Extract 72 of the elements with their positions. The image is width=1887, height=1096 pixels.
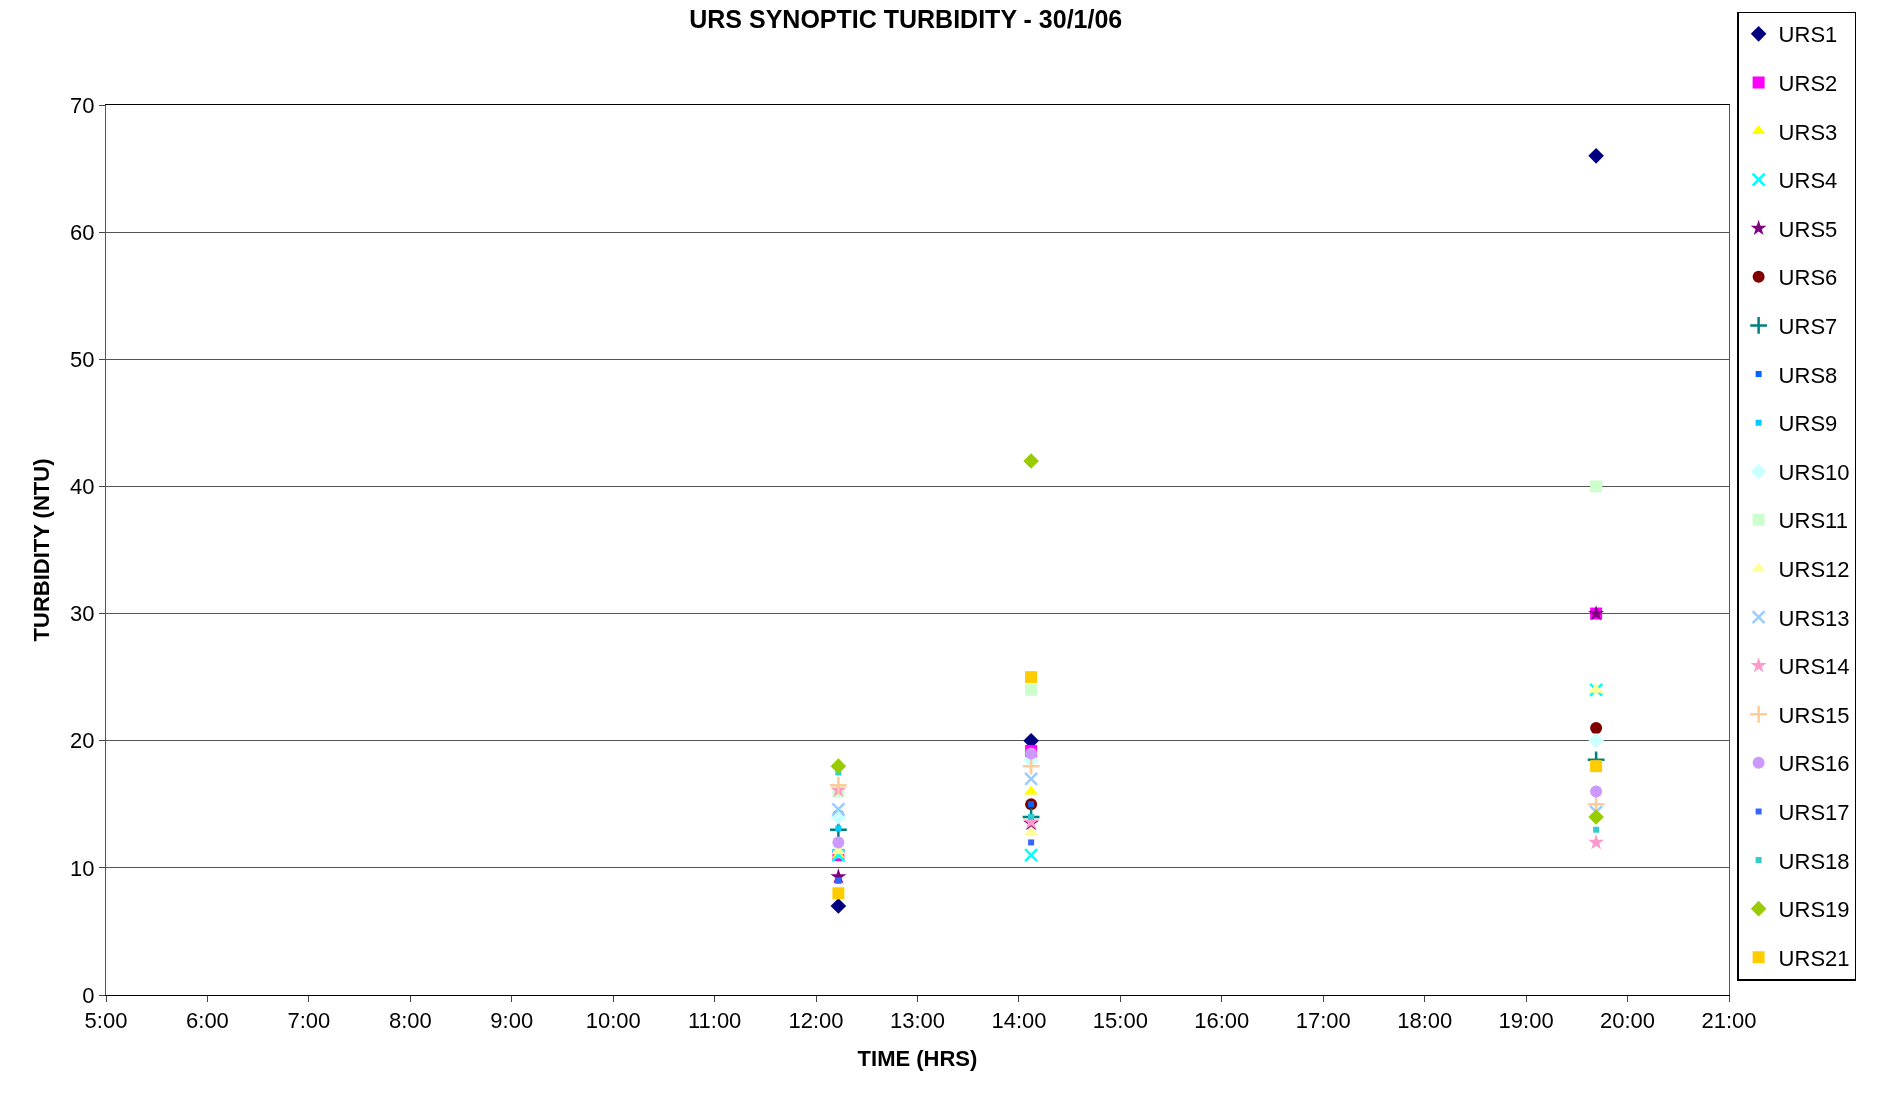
y-tick-label: 0 — [82, 982, 95, 1008]
x-tick-label: 6:00 — [186, 1008, 229, 1034]
legend-label: URS4 — [1778, 168, 1838, 194]
legend-label: URS12 — [1778, 557, 1850, 583]
y-tick-label: 30 — [70, 601, 95, 627]
chart-title: URS SYNOPTIC TURBIDITY - 30/1/06 — [689, 5, 1123, 34]
legend-label: URS14 — [1778, 654, 1850, 680]
point — [830, 758, 847, 774]
point — [830, 898, 847, 914]
x-tick-label: 14:00 — [991, 1008, 1047, 1034]
legend-label: URS5 — [1778, 216, 1838, 242]
point — [1588, 682, 1604, 698]
x-tick-label: 19:00 — [1498, 1008, 1554, 1034]
x-tick-label: 9:00 — [490, 1008, 534, 1034]
point — [1590, 760, 1603, 773]
legend-label: URS3 — [1778, 119, 1838, 145]
x-tick-label: 21:00 — [1701, 1008, 1757, 1034]
legend-label: URS10 — [1778, 459, 1850, 485]
y-tick-label: 50 — [70, 346, 95, 372]
legend-label: URS19 — [1778, 897, 1850, 923]
x-tick-label: 10:00 — [585, 1008, 641, 1034]
legend-label: URS7 — [1778, 314, 1838, 340]
x-axis-title: TIME (HRS) — [857, 1046, 978, 1072]
point — [832, 887, 845, 900]
x-tick-label: 17:00 — [1295, 1008, 1351, 1034]
y-tick-label: 10 — [70, 855, 95, 881]
point — [828, 775, 849, 795]
legend-label: URS2 — [1778, 71, 1838, 97]
point — [1588, 834, 1605, 850]
x-tick-label: 7:00 — [287, 1008, 331, 1034]
legend-label: URS8 — [1778, 362, 1838, 388]
legend-label: URS6 — [1778, 265, 1838, 291]
y-axis-title: TURBIDITY (NTU) — [28, 458, 54, 642]
point — [1023, 453, 1039, 469]
point — [1588, 732, 1604, 749]
x-tick-label: 16:00 — [1194, 1008, 1250, 1034]
point — [1590, 785, 1603, 798]
x-tick-label: 8:00 — [388, 1008, 432, 1034]
legend-label: URS21 — [1778, 945, 1850, 971]
point — [1023, 847, 1039, 863]
point — [1025, 683, 1038, 696]
x-tick-label: 13:00 — [889, 1008, 946, 1034]
legend-label: URS9 — [1778, 411, 1838, 437]
point — [1028, 839, 1035, 846]
x-tick-label: 20:00 — [1600, 1008, 1656, 1034]
y-tick-label: 40 — [70, 474, 95, 500]
point — [1588, 148, 1604, 164]
x-tick-label: 5:00 — [84, 1008, 128, 1034]
legend-label: URS16 — [1778, 751, 1850, 777]
legend-label: URS17 — [1778, 800, 1850, 826]
point — [1590, 722, 1603, 734]
point — [1593, 826, 1600, 833]
point — [1588, 809, 1604, 825]
x-tick-label: 11:00 — [687, 1008, 742, 1034]
x-tick-label: 15:00 — [1092, 1008, 1148, 1034]
legend-label: URS11 — [1778, 508, 1848, 534]
y-tick-label: 60 — [70, 219, 95, 245]
y-tick-label: 70 — [70, 92, 95, 118]
point — [1590, 480, 1603, 493]
point — [1021, 756, 1041, 776]
legend-label: URS15 — [1778, 702, 1850, 728]
point — [835, 825, 842, 832]
legend-label: URS13 — [1778, 605, 1850, 631]
legend-label: URS1 — [1778, 22, 1838, 48]
legend-label: URS18 — [1778, 848, 1850, 874]
x-tick-label: 12:00 — [788, 1008, 844, 1034]
point — [1025, 671, 1038, 684]
point — [831, 802, 846, 817]
x-tick-label: 18:00 — [1397, 1008, 1453, 1034]
point — [1023, 771, 1039, 787]
y-tick-label: 20 — [70, 728, 95, 754]
point — [832, 836, 845, 849]
